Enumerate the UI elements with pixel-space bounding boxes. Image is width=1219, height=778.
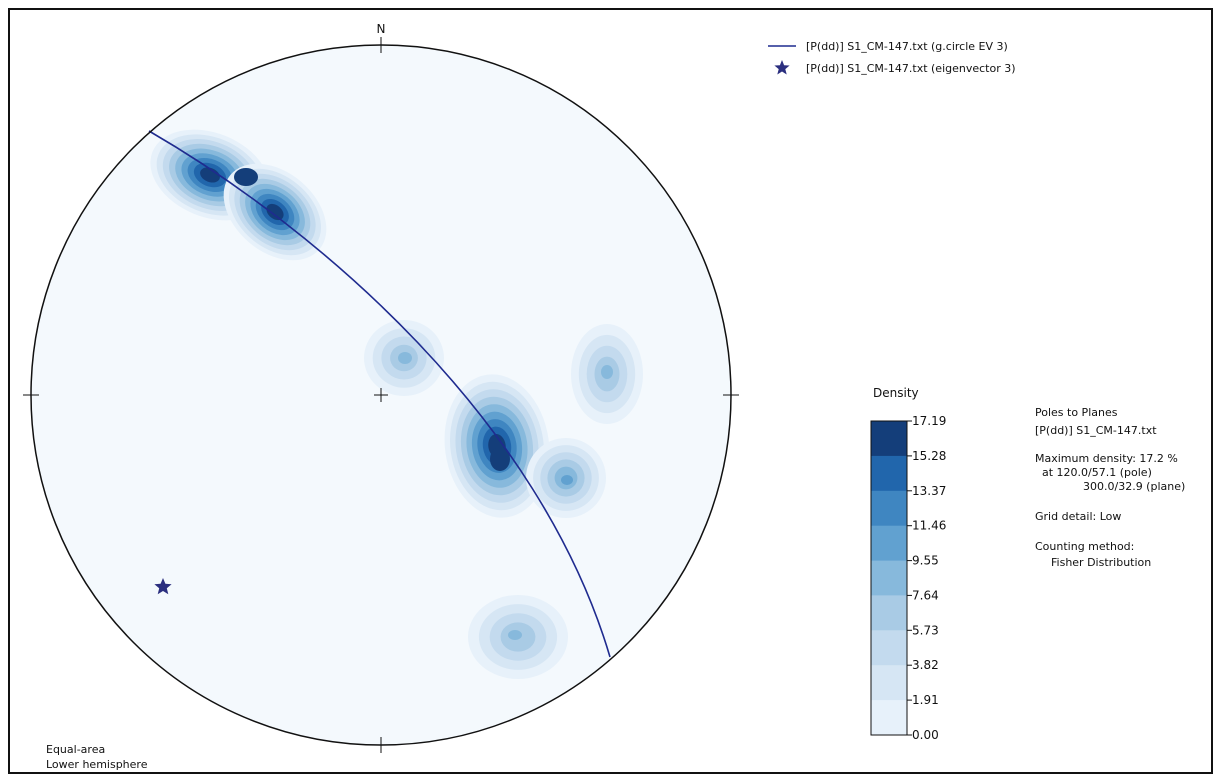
colorbar-tick-label: 0.00: [912, 728, 939, 742]
legend-eigen-label: [P(dd)] S1_CM-147.txt (eigenvector 3): [806, 62, 1016, 75]
cluster-southeast-core: [561, 475, 573, 485]
cluster-nw: [150, 129, 327, 261]
colorbar-segment-5: [871, 595, 907, 631]
colorbar-tick-label: 15.28: [912, 449, 946, 463]
cluster-southeast: [526, 438, 606, 518]
hemisphere-label: Lower hemisphere: [46, 758, 148, 771]
info-maxdens-1: Maximum density: 17.2 %: [1035, 452, 1178, 465]
cluster-east-core: [601, 365, 613, 379]
info-block: Poles to Planes [P(dd)] S1_CM-147.txt Ma…: [1035, 406, 1185, 569]
cluster-nw-contour-9: [200, 167, 220, 183]
great-circle-ev3: [148, 130, 611, 658]
cluster-south-core: [508, 630, 522, 640]
cluster-main-core: [490, 447, 510, 471]
info-file: [P(dd)] S1_CM-147.txt: [1035, 424, 1157, 437]
colorbar-segment-2: [871, 490, 907, 527]
colorbar-segment-1: [871, 455, 907, 492]
cluster-nw-contour-9: [266, 203, 284, 221]
colorbar-segment-7: [871, 665, 907, 701]
info-maxdens-3: 300.0/32.9 (plane): [1083, 480, 1185, 493]
cluster-east: [571, 324, 643, 424]
cluster-center-left: [364, 320, 444, 396]
colorbar-segment-3: [871, 525, 907, 562]
projection-label: Equal-area: [46, 743, 105, 756]
info-title: Poles to Planes: [1035, 406, 1118, 419]
colorbar-tick-label: 5.73: [912, 623, 939, 637]
colorbar: Density 17.19 15.28 13.37 11.46 9.55 7.64 5.73…: [870, 386, 946, 742]
info-grid-detail: Grid detail: Low: [1035, 510, 1121, 523]
colorbar-tick-label: 13.37: [912, 484, 946, 498]
colorbar-tick-label: 3.82: [912, 658, 939, 672]
legend-gc-label: [P(dd)] S1_CM-147.txt (g.circle EV 3): [806, 40, 1008, 53]
colorbar-segment-4: [871, 560, 907, 596]
colorbar-tick-label: 1.91: [912, 693, 939, 707]
colorbar-segment-6: [871, 630, 907, 666]
colorbar-title: Density: [873, 386, 919, 400]
info-counting-value: Fisher Distribution: [1051, 556, 1151, 569]
cluster-nw-core: [234, 168, 258, 186]
eigenvector-star: [154, 578, 172, 595]
colorbar-segment-8: [871, 700, 907, 736]
colorbar-tick-label: 9.55: [912, 554, 939, 568]
legend: [P(dd)] S1_CM-147.txt (g.circle EV 3) [P…: [768, 40, 1016, 75]
north-label: N: [377, 22, 386, 36]
colorbar-tick-label: 11.46: [912, 519, 946, 533]
net-ticks: [23, 37, 739, 753]
colorbar-tick-label: 7.64: [912, 588, 939, 602]
cluster-south: [468, 595, 568, 679]
colorbar-segment-0: [871, 421, 907, 457]
cluster-main: [444, 374, 550, 518]
info-counting-label: Counting method:: [1035, 540, 1134, 553]
cluster-center-left-core: [398, 352, 412, 364]
density-layer: [150, 129, 643, 679]
legend-star-icon: [774, 60, 790, 75]
colorbar-tick-label: 17.19: [912, 414, 946, 428]
info-maxdens-2: at 120.0/57.1 (pole): [1042, 466, 1152, 479]
colorbar-border: [870, 420, 908, 736]
